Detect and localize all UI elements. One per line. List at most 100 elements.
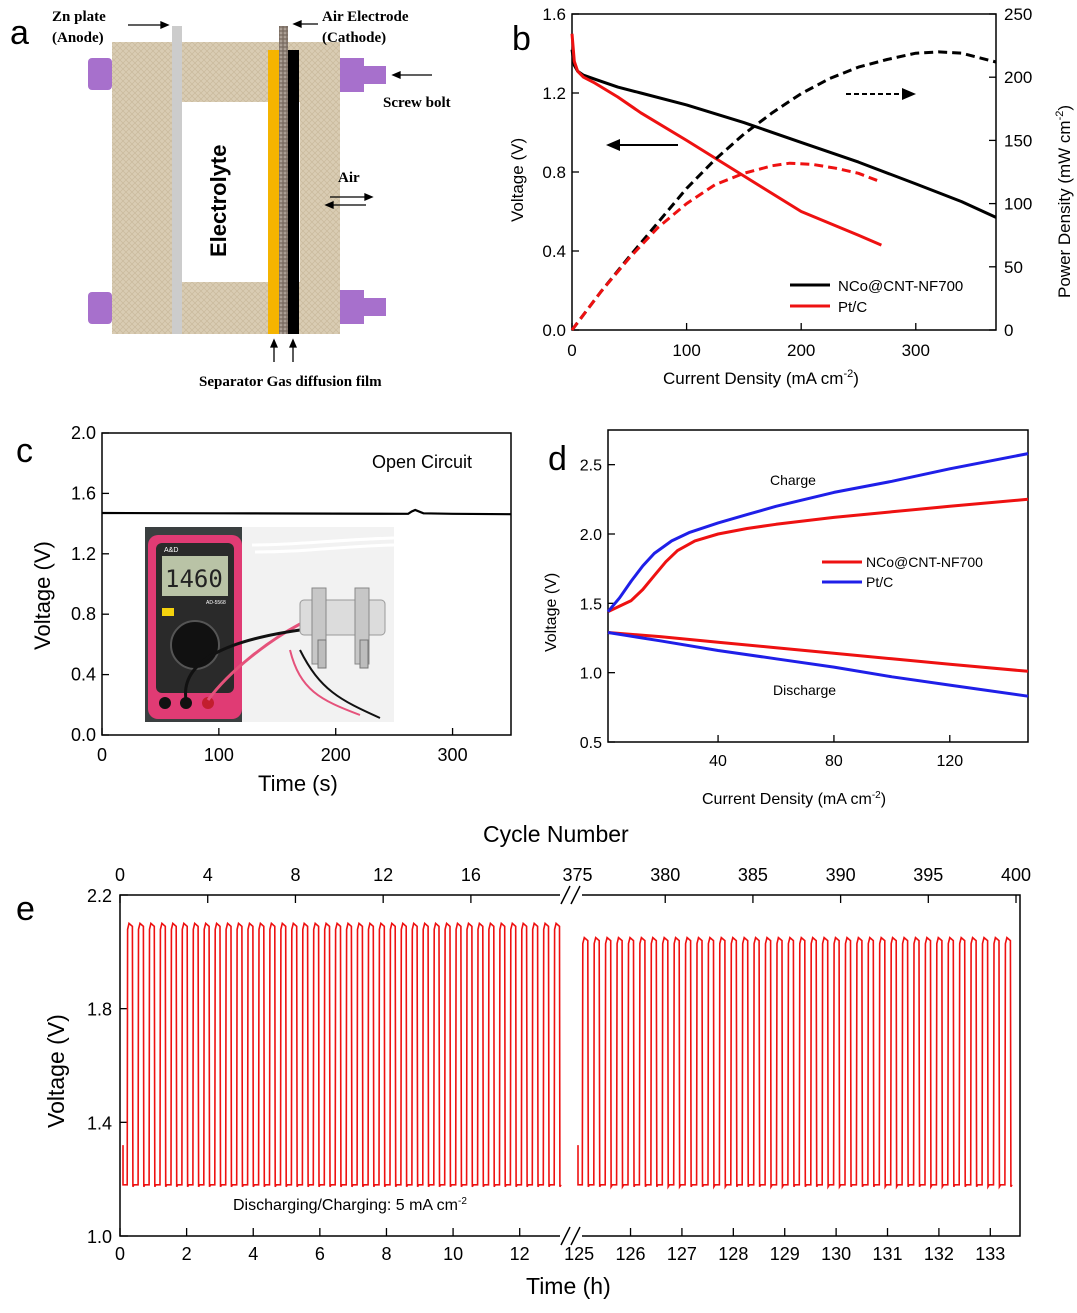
b-series-nco-cnt-nf700-power [570, 50, 997, 331]
d-x-tick-label: 80 [825, 753, 843, 770]
b-y2-tick-label: 250 [1004, 5, 1032, 24]
multimeter-dial [170, 620, 220, 670]
b-y2-tick-label: 0 [1004, 321, 1013, 340]
b-x-axis-label: Current Density (mA cm-2) [663, 368, 859, 388]
zn-plate [172, 26, 182, 334]
d-y-axis-label: Voltage (V) [543, 573, 560, 652]
e-x-tick-label: 129 [770, 1244, 800, 1264]
b-y2-tick-label: 100 [1004, 195, 1032, 214]
panel-b: b 0 100 200 300 0.0 0.4 0.8 1.2 1.6 0 50 100 150 200 2… [508, 5, 1074, 388]
d-series-pt-c-discharge [607, 631, 1029, 698]
multimeter-brand: A&D [164, 547, 178, 554]
panel-d: d 40 80 120 0.5 1.0 1.5 2.0 2.5 Charge Discharg… [543, 429, 1029, 808]
bolt-right-bottom-shaft [364, 298, 386, 316]
d-y-tick-label: 2.5 [580, 458, 602, 475]
e-series-segment-2 [577, 936, 1013, 1190]
b-y2-tick-label: 200 [1004, 68, 1032, 87]
separator-layer [268, 50, 279, 334]
d-y-tick-label: 2.0 [580, 527, 602, 544]
panel-label-d: d [548, 440, 567, 478]
b-x-tick-label: 300 [902, 341, 930, 360]
panel-c: c 0 100 200 300 0.0 0.4 0.8 1.2 1.6 2.0 Open Circ… [16, 423, 512, 796]
e-x-tick-label: 133 [975, 1244, 1005, 1264]
e-top-tick-label: 0 [115, 865, 125, 885]
e-top-tick-label: 400 [1001, 865, 1031, 885]
b-series-pt-c-voltage [570, 33, 882, 247]
d-legend-nco: NCo@CNT-NF700 [866, 554, 983, 570]
e-top-tick-label: 380 [650, 865, 680, 885]
bolt-left-bottom [88, 292, 112, 324]
c-x-tick-label: 200 [321, 745, 351, 765]
c-x-tick-label: 0 [97, 745, 107, 765]
e-x-tick-label: 127 [667, 1244, 697, 1264]
e-axis-break-marks [560, 885, 582, 1246]
multimeter-display [162, 556, 228, 596]
panel-e: e Cycle Number 0 2 4 6 8 10 12 125 126 127 128 129 1… [16, 821, 1031, 1299]
c-y-tick-label: 0.8 [71, 604, 96, 624]
c-annotation-open-circuit: Open Circuit [372, 452, 472, 472]
bolt-right-top-shaft [364, 66, 386, 84]
photo-inset: 1460 A&D AD-5568 [145, 527, 395, 722]
b-y2-tick-label: 150 [1004, 131, 1032, 150]
label-anode: (Anode) [52, 30, 104, 46]
panel-a: a Zn plate (Anode) Air Electrode (Cathod… [10, 9, 451, 390]
b-legend: NCo@CNT-NF700 Pt/C [790, 278, 963, 316]
e-top-tick-label: 4 [203, 865, 213, 885]
e-series-segment-1 [122, 921, 562, 1188]
e-x-tick-label: 12 [510, 1244, 530, 1264]
e-top-tick-label: 395 [913, 865, 943, 885]
multimeter-model: AD-5568 [206, 600, 226, 606]
multimeter-button [162, 608, 174, 616]
panel-label-b: b [512, 20, 531, 58]
bolt-right-top-head [340, 58, 364, 92]
e-top-tick-label: 385 [738, 865, 768, 885]
panel-label-a: a [10, 14, 29, 52]
b-y-tick-label: 0.8 [542, 163, 566, 182]
c-y-tick-label: 1.6 [71, 483, 96, 503]
d-y-tick-label: 1.0 [580, 666, 602, 683]
label-cathode: (Cathode) [322, 30, 386, 46]
c-x-tick-label: 100 [204, 745, 234, 765]
e-x-tick-label: 0 [115, 1244, 125, 1264]
e-x-tick-label: 132 [924, 1244, 954, 1264]
c-y-tick-label: 0.0 [71, 725, 96, 745]
b-series-nco-cnt-nf700-voltage [570, 49, 997, 219]
c-y-tick-label: 0.4 [71, 665, 96, 685]
electrolyte-chamber [184, 102, 270, 282]
b-y2-tick-label: 50 [1004, 258, 1023, 277]
e-x-tick-label: 126 [616, 1244, 646, 1264]
plot-frame-c [101, 432, 512, 736]
c-y-tick-label: 2.0 [71, 423, 96, 443]
d-y-tick-label: 1.5 [580, 596, 602, 613]
d-annotation-discharge: Discharge [773, 682, 836, 698]
d-y-tick-label: 0.5 [580, 735, 602, 752]
b-x-tick-label: 200 [787, 341, 815, 360]
d-series-nco-cnt-nf700-discharge [607, 631, 1029, 673]
d-legend-ptc: Pt/C [866, 574, 893, 590]
b-legend-ptc: Pt/C [838, 299, 867, 316]
d-series-nco-cnt-nf700-charge [607, 497, 1029, 614]
e-y-axis-label: Voltage (V) [43, 1014, 69, 1128]
label-screw-bolt: Screw bolt [383, 95, 451, 111]
e-top-tick-label: 375 [563, 865, 593, 885]
d-series-pt-c-charge [606, 452, 1029, 613]
e-x-tick-label: 8 [381, 1244, 391, 1264]
b-y-tick-label: 0.0 [542, 321, 566, 340]
e-x-tick-label: 125 [564, 1244, 594, 1264]
c-series-open-circuit-voltage [101, 508, 512, 516]
bolt-left-top [88, 58, 112, 90]
b-x-tick-label: 0 [567, 341, 576, 360]
b-axis-arrows [606, 88, 916, 151]
e-x-tick-label: 2 [182, 1244, 192, 1264]
schematic-arrows [128, 20, 432, 362]
e-x-tick-label: 128 [718, 1244, 748, 1264]
c-y-axis-label: Voltage (V) [30, 541, 55, 650]
d-annotation-charge: Charge [770, 472, 816, 488]
b-series-pt-c-power [570, 161, 882, 331]
air-electrode-layer [279, 26, 288, 334]
b-y-tick-label: 1.6 [542, 5, 566, 24]
d-x-axis-label: Current Density (mA cm-2) [702, 790, 886, 808]
bolt-right-bottom-head [340, 290, 364, 324]
multimeter-reading: 1460 [165, 565, 223, 593]
e-x-tick-label: 130 [821, 1244, 851, 1264]
